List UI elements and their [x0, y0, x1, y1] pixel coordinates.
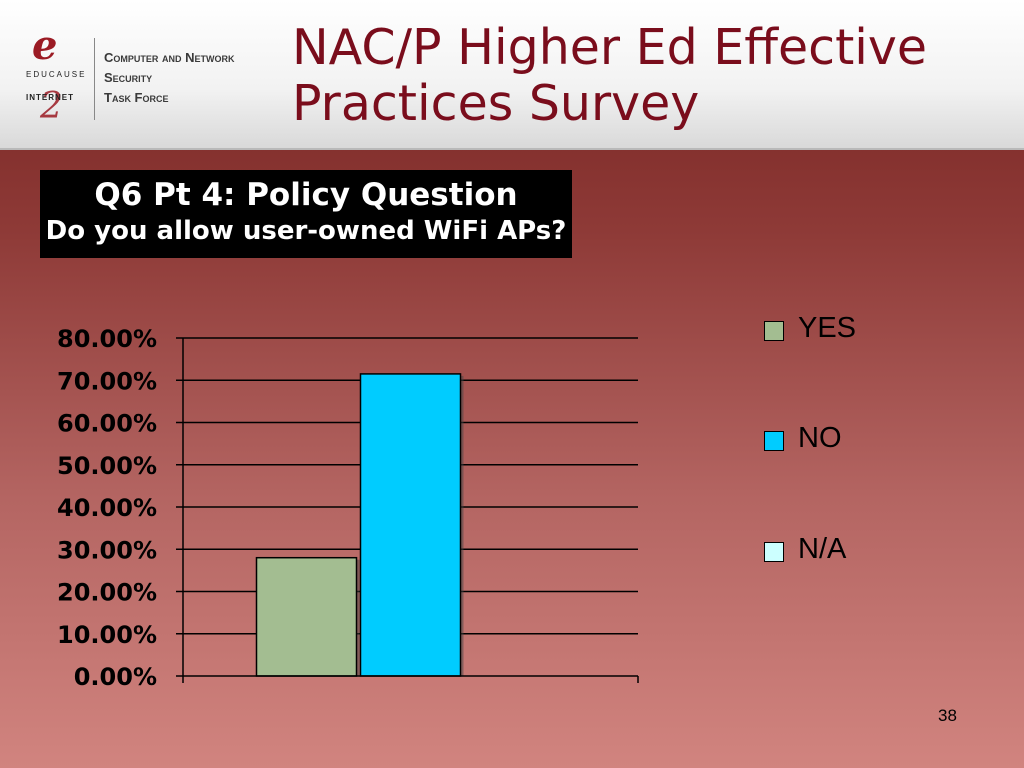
- chart-axes: [176, 337, 639, 683]
- y-tick-label: 20.00%: [57, 579, 157, 607]
- legend-swatch: [764, 431, 784, 451]
- page-number: 38: [938, 706, 957, 725]
- chart-tick-labels: 0.00% 10.00% 20.00% 30.00% 40.00% 50.00% 60.00…: [57, 325, 157, 691]
- y-tick-label: 60.00%: [57, 410, 157, 438]
- logo-group: e EDUCAUSE 2 INTERNET Computer and Netwo…: [22, 22, 274, 130]
- educause-logo-text: EDUCAUSE: [26, 70, 87, 79]
- y-tick-label: 0.00%: [74, 663, 157, 691]
- task-force-line-2: Security: [104, 70, 153, 85]
- legend-swatch: [764, 542, 784, 562]
- internet2-logo-icon: 2: [40, 86, 63, 127]
- legend-swatch: [764, 321, 784, 341]
- slide-title: NAC/P Higher Ed Effective Practices Surv…: [292, 20, 1012, 132]
- y-tick-label: 30.00%: [57, 536, 157, 564]
- bar-no: [359, 373, 462, 677]
- legend-label: NO: [798, 422, 842, 454]
- slide-title-line-2: Practices Survey: [292, 75, 700, 132]
- educause-logo-icon: e: [32, 22, 58, 69]
- y-tick-label: 80.00%: [57, 325, 157, 353]
- question-text: Do you allow user-owned WiFi APs?: [45, 216, 567, 246]
- y-tick-label: 40.00%: [57, 494, 157, 522]
- legend-label: N/A: [798, 533, 847, 565]
- question-heading: Q6 Pt 4: Policy Question: [94, 177, 518, 213]
- bar-yes: [255, 556, 358, 677]
- y-tick-label: 70.00%: [57, 367, 157, 395]
- internet2-logo-text: INTERNET: [26, 93, 74, 102]
- logo-divider: [94, 38, 95, 120]
- slide-title-line-1: NAC/P Higher Ed Effective: [292, 19, 928, 76]
- slide-header: e EDUCAUSE 2 INTERNET Computer and Netwo…: [0, 0, 1024, 150]
- chart-bars: [255, 373, 464, 677]
- task-force-line-3: Task Force: [104, 90, 169, 105]
- task-force-line-1: Computer and Network: [104, 50, 235, 65]
- question-box: Q6 Pt 4: Policy Question Do you allow us…: [40, 170, 572, 258]
- y-tick-label: 50.00%: [57, 452, 157, 480]
- legend-label: YES: [798, 312, 857, 344]
- y-tick-label: 10.00%: [57, 621, 157, 649]
- task-force-name: Computer and Network Security Task Force: [104, 48, 274, 108]
